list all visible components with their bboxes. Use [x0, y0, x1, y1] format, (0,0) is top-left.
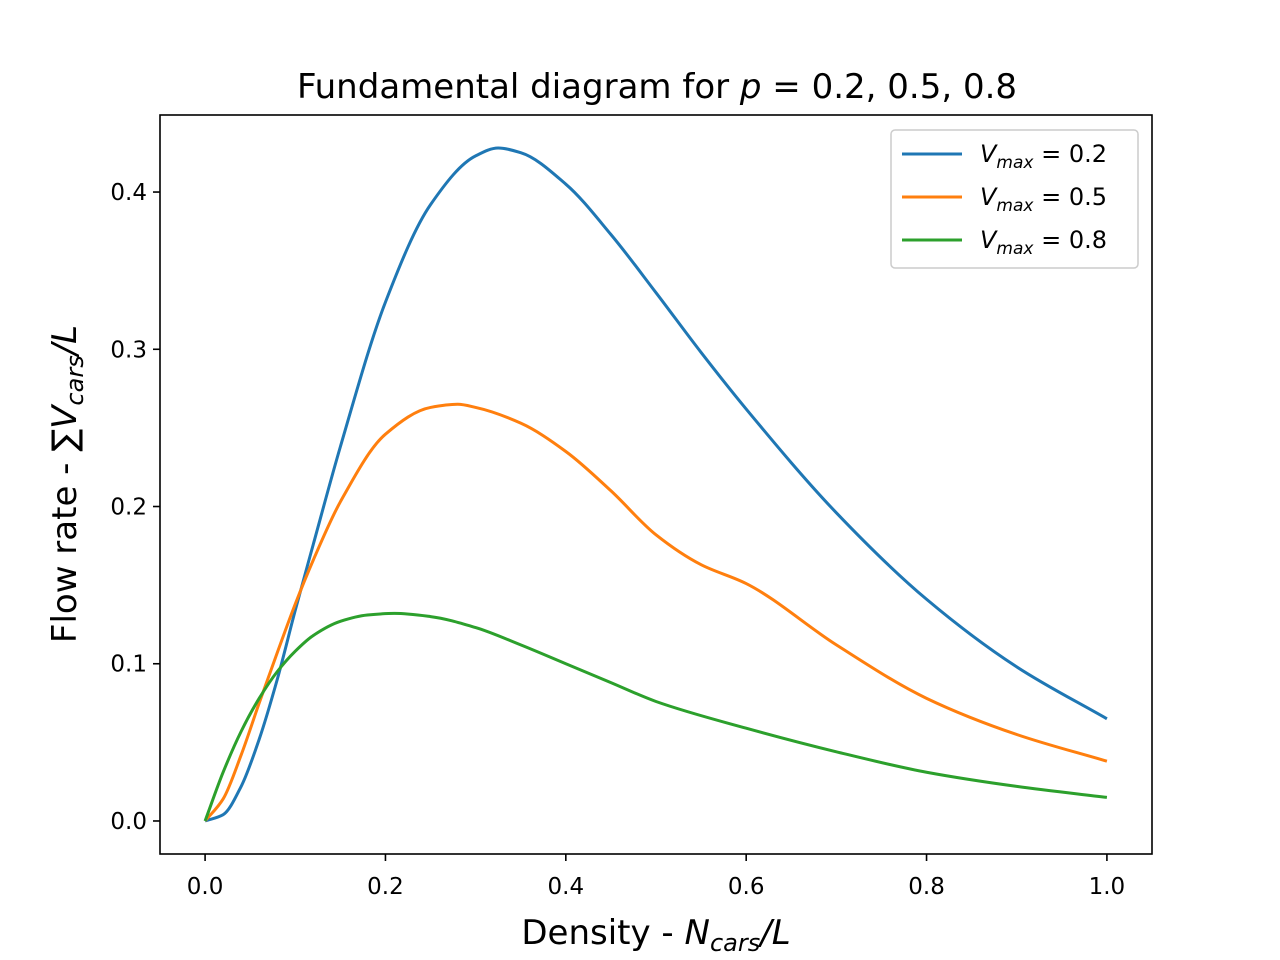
- chart-title-prefix: Fundamental diagram for: [297, 67, 740, 107]
- series-line-2: [203, 402, 1108, 822]
- axis-ticks: 0.0 0.2 0.4 0.6 0.8 1.0 0.0 0.1 0.2 0.3 0.4: [110, 180, 1125, 900]
- chart-title-values: 0.2, 0.5, 0.8: [812, 67, 1017, 107]
- y-tick-label: 0.0: [110, 809, 147, 835]
- y-tick-label: 0.1: [110, 652, 147, 678]
- legend-label-sub: max: [996, 239, 1034, 259]
- legend-label-sub: max: [996, 196, 1034, 216]
- series-line-3: [203, 611, 1108, 822]
- legend-label-sub: max: [996, 153, 1034, 173]
- y-axis-label-text: Flow rate - ∑: [45, 429, 85, 643]
- legend-label: Vmax = 0.5: [980, 183, 1107, 216]
- x-tick-label: 0.2: [367, 874, 404, 900]
- legend-label-var: V: [980, 140, 998, 168]
- axes-frame: [159, 114, 1153, 855]
- y-axis-label-var: V: [45, 403, 85, 429]
- legend-label-tail: = 0.5: [1033, 183, 1107, 211]
- y-tick-label: 0.2: [110, 495, 147, 521]
- y-axis-label: Flow rate - ∑Vcars/L: [45, 325, 89, 643]
- x-tick-label: 0.6: [728, 874, 765, 900]
- y-axis-label-tail: /L: [45, 325, 85, 358]
- legend-label-tail: = 0.8: [1033, 226, 1107, 254]
- legend-label-tail: = 0.2: [1033, 140, 1107, 168]
- legend-label-var: V: [980, 183, 998, 211]
- legend-label: Vmax = 0.8: [980, 226, 1107, 259]
- x-axis-label-sub: cars: [710, 929, 760, 957]
- legend-box: [890, 129, 1139, 269]
- x-axis-label-tail: /L: [757, 913, 790, 953]
- legend-entry: Vmax = 0.2: [902, 140, 1107, 173]
- legend-entry: Vmax = 0.8: [902, 226, 1107, 259]
- chart-title-var: p: [739, 67, 762, 107]
- chart-title: Fundamental diagram for p = 0.2, 0.5, 0.…: [297, 67, 1017, 107]
- x-tick-label: 0.8: [908, 874, 945, 900]
- x-axis-label-var: N: [685, 913, 710, 953]
- plot-area: [203, 146, 1108, 823]
- x-tick-label: 0.0: [187, 874, 224, 900]
- x-axis-label: Density - Ncars/L: [521, 913, 790, 957]
- x-tick-label: 0.4: [548, 874, 585, 900]
- legend-label: Vmax = 0.2: [980, 140, 1107, 173]
- x-axis-label-text: Density -: [521, 913, 684, 953]
- chart-title-eq: =: [762, 67, 812, 107]
- legend: Vmax = 0.2 Vmax = 0.5 Vmax = 0.8: [890, 129, 1139, 269]
- y-tick-label: 0.4: [110, 180, 147, 206]
- legend-entry: Vmax = 0.5: [902, 183, 1107, 216]
- series-line-1: [204, 146, 1108, 823]
- legend-label-var: V: [980, 226, 998, 254]
- y-axis-label-sub: cars: [61, 355, 89, 405]
- x-tick-label: 1.0: [1089, 874, 1126, 900]
- y-tick-label: 0.3: [110, 337, 147, 363]
